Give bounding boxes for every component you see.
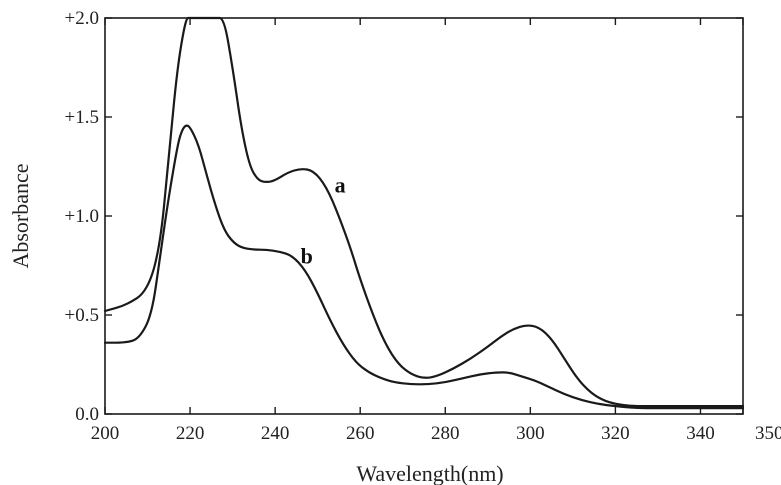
x-tick-label: 200: [91, 423, 120, 444]
x-tick-label: 300: [516, 423, 545, 444]
x-tick-label: 240: [261, 423, 290, 444]
y-tick-label: 0.0: [75, 404, 99, 425]
series-annotations: ab: [301, 172, 346, 268]
series-line-b: [103, 124, 745, 410]
series-lines: [103, 16, 745, 410]
series-label-b: b: [301, 244, 313, 269]
y-axis: 0.0 +0.5 +1.0 +1.5 +2.0: [65, 8, 743, 425]
y-tick-label: +1.5: [65, 107, 99, 128]
x-tick-label: 340: [686, 423, 715, 444]
y-axis-title: Absorbance: [8, 163, 33, 268]
y-tick-label: +0.5: [65, 305, 99, 326]
x-tick-label: 350: [755, 423, 781, 444]
series-line-a: [103, 16, 745, 408]
y-tick-label: +2.0: [65, 8, 99, 29]
y-tick-label: +1.0: [65, 206, 99, 227]
series-label-a: a: [335, 172, 346, 197]
x-tick-label: 280: [431, 423, 460, 444]
plot-frame: [104, 17, 744, 415]
x-tick-label: 320: [601, 423, 630, 444]
x-axis-title: Wavelength(nm): [356, 461, 503, 485]
x-tick-label: 260: [346, 423, 375, 444]
x-tick-label: 220: [176, 423, 205, 444]
x-axis: 200 220 240 260 280 300 320 340 350: [91, 18, 781, 444]
